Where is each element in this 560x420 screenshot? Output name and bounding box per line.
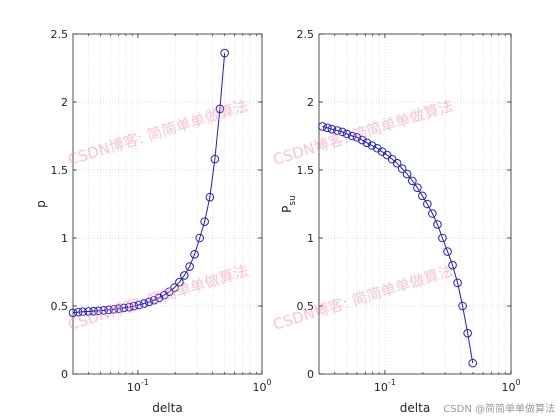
y-tick-label: 0 — [61, 368, 68, 381]
plot-area — [319, 34, 511, 374]
y-axis-label: Psu — [280, 195, 298, 213]
series-line — [72, 52, 226, 314]
data-point — [89, 306, 98, 316]
data-point — [94, 306, 103, 316]
data-point — [109, 304, 119, 314]
data-point — [139, 299, 149, 308]
data-point — [154, 293, 164, 303]
data-point — [119, 303, 129, 313]
data-point — [170, 283, 179, 292]
data-point — [73, 307, 83, 317]
y-tick-label: 2 — [61, 96, 68, 109]
data-point — [418, 191, 427, 201]
x-tick-label: 10-1 — [374, 378, 396, 394]
data-point — [338, 127, 347, 137]
data-point — [149, 295, 159, 305]
data-point — [104, 305, 113, 315]
series-line — [322, 125, 474, 364]
data-point — [468, 358, 478, 368]
axes-box — [72, 33, 263, 375]
data-point — [347, 131, 357, 141]
data-point — [458, 301, 467, 311]
data-point — [397, 164, 407, 173]
data-point — [144, 297, 154, 307]
data-point — [190, 250, 199, 259]
data-point — [342, 129, 352, 139]
data-point — [215, 104, 225, 114]
y-tick-label: 1 — [307, 232, 314, 245]
data-point — [408, 176, 417, 186]
y-tick-label: 1.5 — [297, 164, 315, 177]
x-axis-label: delta — [152, 401, 182, 415]
credit-text: CSDN @简简单单做算法 — [443, 402, 555, 415]
y-tick-label: 2 — [307, 96, 314, 109]
data-point — [185, 262, 194, 271]
data-point — [333, 126, 342, 135]
y-axis-label: p — [34, 200, 48, 208]
y-tick-label: 0.5 — [297, 300, 315, 313]
data-point — [323, 123, 332, 133]
axes-box — [318, 33, 512, 375]
data-point — [423, 199, 432, 209]
data-point — [164, 287, 174, 297]
data-point — [180, 271, 189, 280]
data-point — [352, 133, 362, 142]
x-tick-label: 100 — [501, 378, 520, 394]
data-point — [443, 247, 452, 256]
data-point — [438, 233, 447, 243]
right-subplot: 10-1 100 0 0.5 1 1.5 2 2.5 delta Psu — [280, 28, 521, 415]
y-tick-label: 2.5 — [297, 28, 315, 41]
y-tick-label: 1.5 — [51, 164, 69, 177]
data-point — [195, 233, 205, 243]
data-point — [448, 260, 457, 270]
y-tick-label: 0 — [307, 368, 314, 381]
data-point — [68, 308, 78, 318]
data-point — [318, 122, 327, 131]
data-point — [463, 328, 472, 338]
data-point — [84, 307, 93, 316]
x-tick-label: 10-1 — [127, 378, 149, 394]
data-point — [134, 300, 144, 310]
data-point — [210, 154, 220, 164]
data-point — [402, 169, 412, 179]
data-point — [362, 138, 372, 148]
y-tick-label: 1 — [61, 232, 68, 245]
y-tick-label: 0.5 — [51, 300, 69, 313]
data-point — [367, 141, 377, 150]
data-point — [357, 135, 367, 145]
data-point — [114, 304, 123, 314]
data-point — [78, 307, 88, 317]
data-point — [129, 301, 139, 311]
data-point — [99, 306, 108, 315]
data-point — [124, 302, 134, 312]
data-point — [433, 220, 442, 229]
left-subplot: 10-1 100 0 0.5 1 1.5 2 2.5 delta p — [34, 28, 272, 415]
data-point — [205, 192, 215, 202]
data-point — [392, 158, 402, 168]
data-point — [453, 278, 462, 288]
data-point — [200, 217, 209, 226]
data-point — [220, 48, 229, 58]
data-point — [175, 277, 184, 287]
plot-area — [73, 34, 262, 374]
x-axis-label: delta — [400, 401, 430, 415]
data-point — [428, 209, 437, 218]
y-tick-label: 2.5 — [51, 28, 69, 41]
x-tick-label: 100 — [252, 378, 271, 394]
data-point — [327, 124, 337, 134]
data-point — [413, 183, 422, 192]
